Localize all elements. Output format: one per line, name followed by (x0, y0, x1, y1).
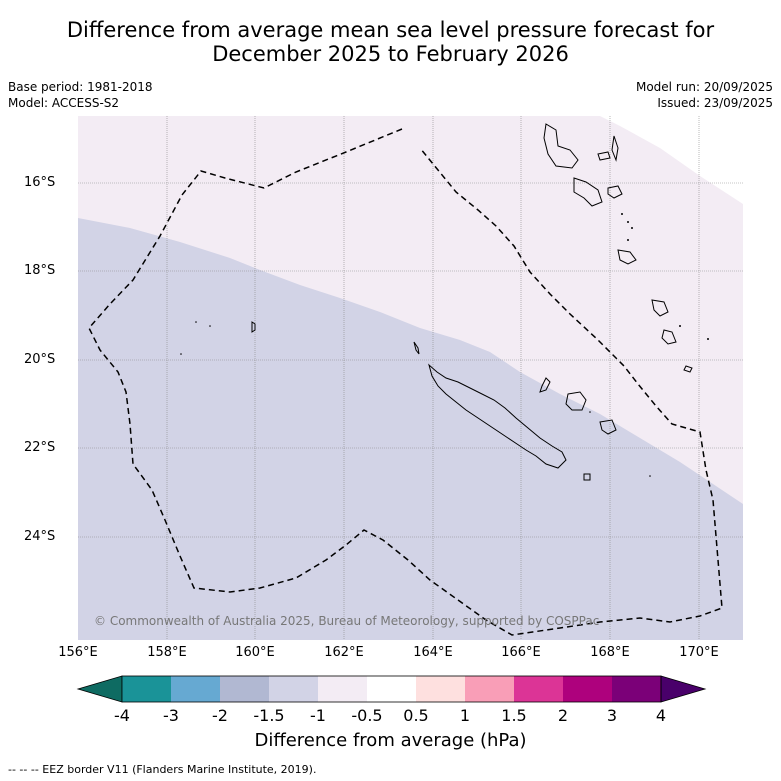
ouvea-island (539, 377, 551, 393)
lon-label-166e: 166°E (501, 645, 541, 660)
colorbar-tick-label: -4 (114, 706, 130, 725)
lon-label-170e: 170°E (679, 645, 719, 660)
colorbar-swatch (171, 676, 220, 702)
colorbar-tick-label: -0.5 (351, 706, 383, 725)
lon-label-168e: 168°E (590, 645, 630, 660)
issued-date: Issued: 23/09/2025 (657, 96, 773, 110)
eez-footnote: -- -- -- EEZ border V11 (Flanders Marine… (8, 763, 317, 776)
colorbar-frame (121, 675, 662, 703)
lat-label-24s: 24°S (24, 529, 56, 544)
colorbar-tick-label: -1.5 (253, 706, 285, 725)
colorbar-tick-label: 2 (557, 706, 569, 725)
erromango-island (651, 299, 669, 317)
meta-right: Model run: 20/09/2025 Issued: 23/09/2025 (636, 79, 773, 111)
maewo-island (611, 135, 619, 162)
model-run: Model run: 20/09/2025 (635, 80, 773, 94)
lifou-island (565, 391, 587, 411)
lon-label-162e: 162°E (324, 645, 364, 660)
small-islets (180, 213, 709, 477)
model-name: Model: ACCESS-S2 (8, 96, 120, 110)
chart-title: Difference from average mean sea level p… (0, 18, 781, 66)
lat-label-20s: 20°S (24, 352, 56, 367)
colorbar-swatch (367, 676, 416, 702)
lat-label-16s: 16°S (24, 175, 56, 190)
copyright-notice: © Commonwealth of Australia 2025, Bureau… (94, 614, 600, 628)
colorbar-swatch (612, 676, 661, 702)
base-period: Base period: 1981-2018 (8, 80, 153, 94)
colorbar-tick-label: 0.5 (403, 706, 429, 725)
colorbar-tick-label: 1 (459, 706, 471, 725)
lon-label-160e: 160°E (235, 645, 275, 660)
colorbar-tick-label: -1 (310, 706, 326, 725)
espiritu-santo-island (543, 123, 579, 169)
colorbar (76, 675, 707, 703)
map-region-ne-white (600, 116, 743, 204)
aneityum-island (683, 365, 693, 373)
eez-border (88, 128, 723, 636)
lon-label-158e: 158°E (147, 645, 187, 660)
mare-island (599, 419, 617, 435)
tanna-island (661, 329, 677, 345)
title-line-2: December 2025 to February 2026 (212, 42, 569, 66)
map-region-darker (78, 218, 743, 640)
colorbar-tick-label: 3 (606, 706, 618, 725)
new-caledonia-grande-terre (428, 363, 567, 469)
colorbar-swatch (318, 676, 367, 702)
colorbar-tick-label: 1.5 (501, 706, 527, 725)
colorbar-tick-label: 4 (655, 706, 667, 725)
malekula-island (573, 177, 603, 207)
colorbar-low-extend (76, 675, 123, 703)
colorbar-swatch (563, 676, 612, 702)
meta-left: Base period: 1981-2018 Model: ACCESS-S2 (8, 79, 153, 111)
colorbar-swatch (122, 676, 171, 702)
colorbar-tick-label: -3 (163, 706, 179, 725)
lat-label-22s: 22°S (24, 440, 56, 455)
colorbar-title: Difference from average (hPa) (254, 730, 527, 751)
colorbar-high-extend (660, 675, 707, 703)
lat-label-18s: 18°S (24, 263, 56, 278)
isle-of-pines (583, 473, 591, 481)
efate-island (617, 249, 637, 265)
ambrym-island (607, 185, 623, 199)
pentecost-island (597, 151, 611, 161)
belep-islands (413, 341, 420, 355)
chesterfield-islets (251, 321, 256, 333)
colorbar-swatch (465, 676, 514, 702)
colorbar-tick-label: -2 (212, 706, 228, 725)
colorbar-swatch (269, 676, 318, 702)
colorbar-swatch (220, 676, 269, 702)
title-line-1: Difference from average mean sea level p… (66, 18, 715, 42)
lon-label-164e: 164°E (413, 645, 453, 660)
colorbar-swatch (416, 676, 465, 702)
colorbar-swatch (514, 676, 563, 702)
lon-label-156e: 156°E (58, 645, 98, 660)
